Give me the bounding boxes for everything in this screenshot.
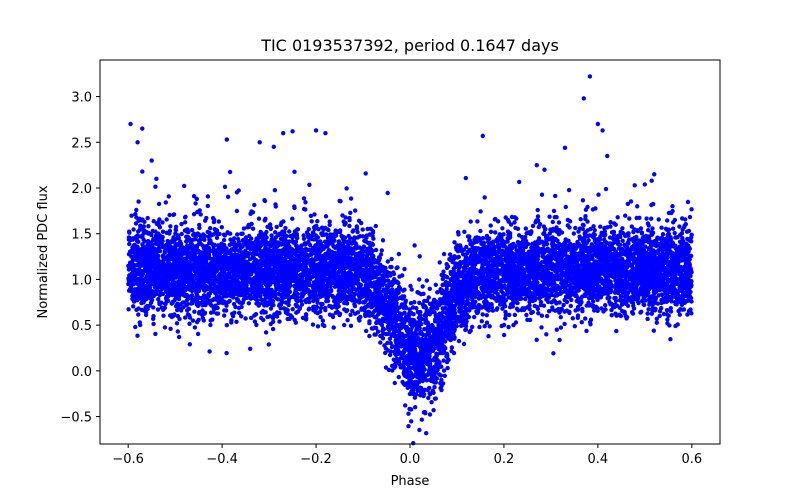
- outlier-point: [224, 137, 230, 142]
- outlier-point: [600, 128, 605, 133]
- outlier-point: [587, 74, 593, 79]
- outlier-point: [290, 129, 295, 134]
- chart-title: TIC 0193537392, period 0.1647 days: [260, 36, 559, 55]
- x-tick-label: 0.6: [681, 452, 702, 467]
- y-tick-label: 1.0: [71, 273, 92, 288]
- y-axis-label: Normalized PDC flux: [36, 185, 51, 318]
- y-tick-label: −0.5: [60, 411, 92, 426]
- y-tick-label: 3.0: [71, 91, 92, 106]
- outlier-point: [128, 121, 133, 127]
- outlier-point: [480, 133, 486, 139]
- y-tick-label: 2.0: [71, 182, 92, 197]
- y-tick-label: 0.0: [71, 365, 92, 380]
- x-tick-label: −0.2: [300, 452, 332, 467]
- outlier-point: [595, 121, 601, 127]
- x-tick-label: 0.2: [494, 452, 515, 467]
- outlier-point: [140, 126, 145, 131]
- x-axis: −0.6 −0.4 −0.2 0.0 0.2 0.4 0.6: [112, 444, 702, 467]
- outlier-point: [135, 140, 140, 145]
- outlier-point: [271, 144, 276, 150]
- outlier-point: [149, 158, 154, 163]
- x-tick-label: −0.6: [112, 452, 144, 467]
- outlier-point: [313, 128, 319, 133]
- outlier-point: [534, 162, 540, 168]
- outlier-point: [652, 172, 657, 177]
- x-tick-label: 0.4: [588, 452, 609, 467]
- y-tick-label: 2.5: [71, 136, 92, 151]
- outlier-point: [562, 145, 568, 150]
- data-points: [126, 74, 694, 446]
- outlier-point: [581, 96, 586, 101]
- y-tick-label: 0.5: [71, 319, 92, 334]
- y-tick-label: 1.5: [71, 228, 92, 243]
- outlier-point: [154, 176, 159, 182]
- outlier-point: [280, 130, 286, 136]
- outlier-point: [605, 153, 610, 159]
- x-axis-label: Phase: [391, 474, 430, 489]
- y-axis: −0.5 0.0 0.5 1.0 1.5 2.0 2.5 3.0: [60, 91, 100, 426]
- x-tick-label: 0.0: [400, 452, 421, 467]
- outlier-point: [257, 140, 262, 145]
- scatter-points: [126, 167, 694, 446]
- outlier-point: [323, 130, 328, 136]
- x-tick-label: −0.4: [206, 452, 238, 467]
